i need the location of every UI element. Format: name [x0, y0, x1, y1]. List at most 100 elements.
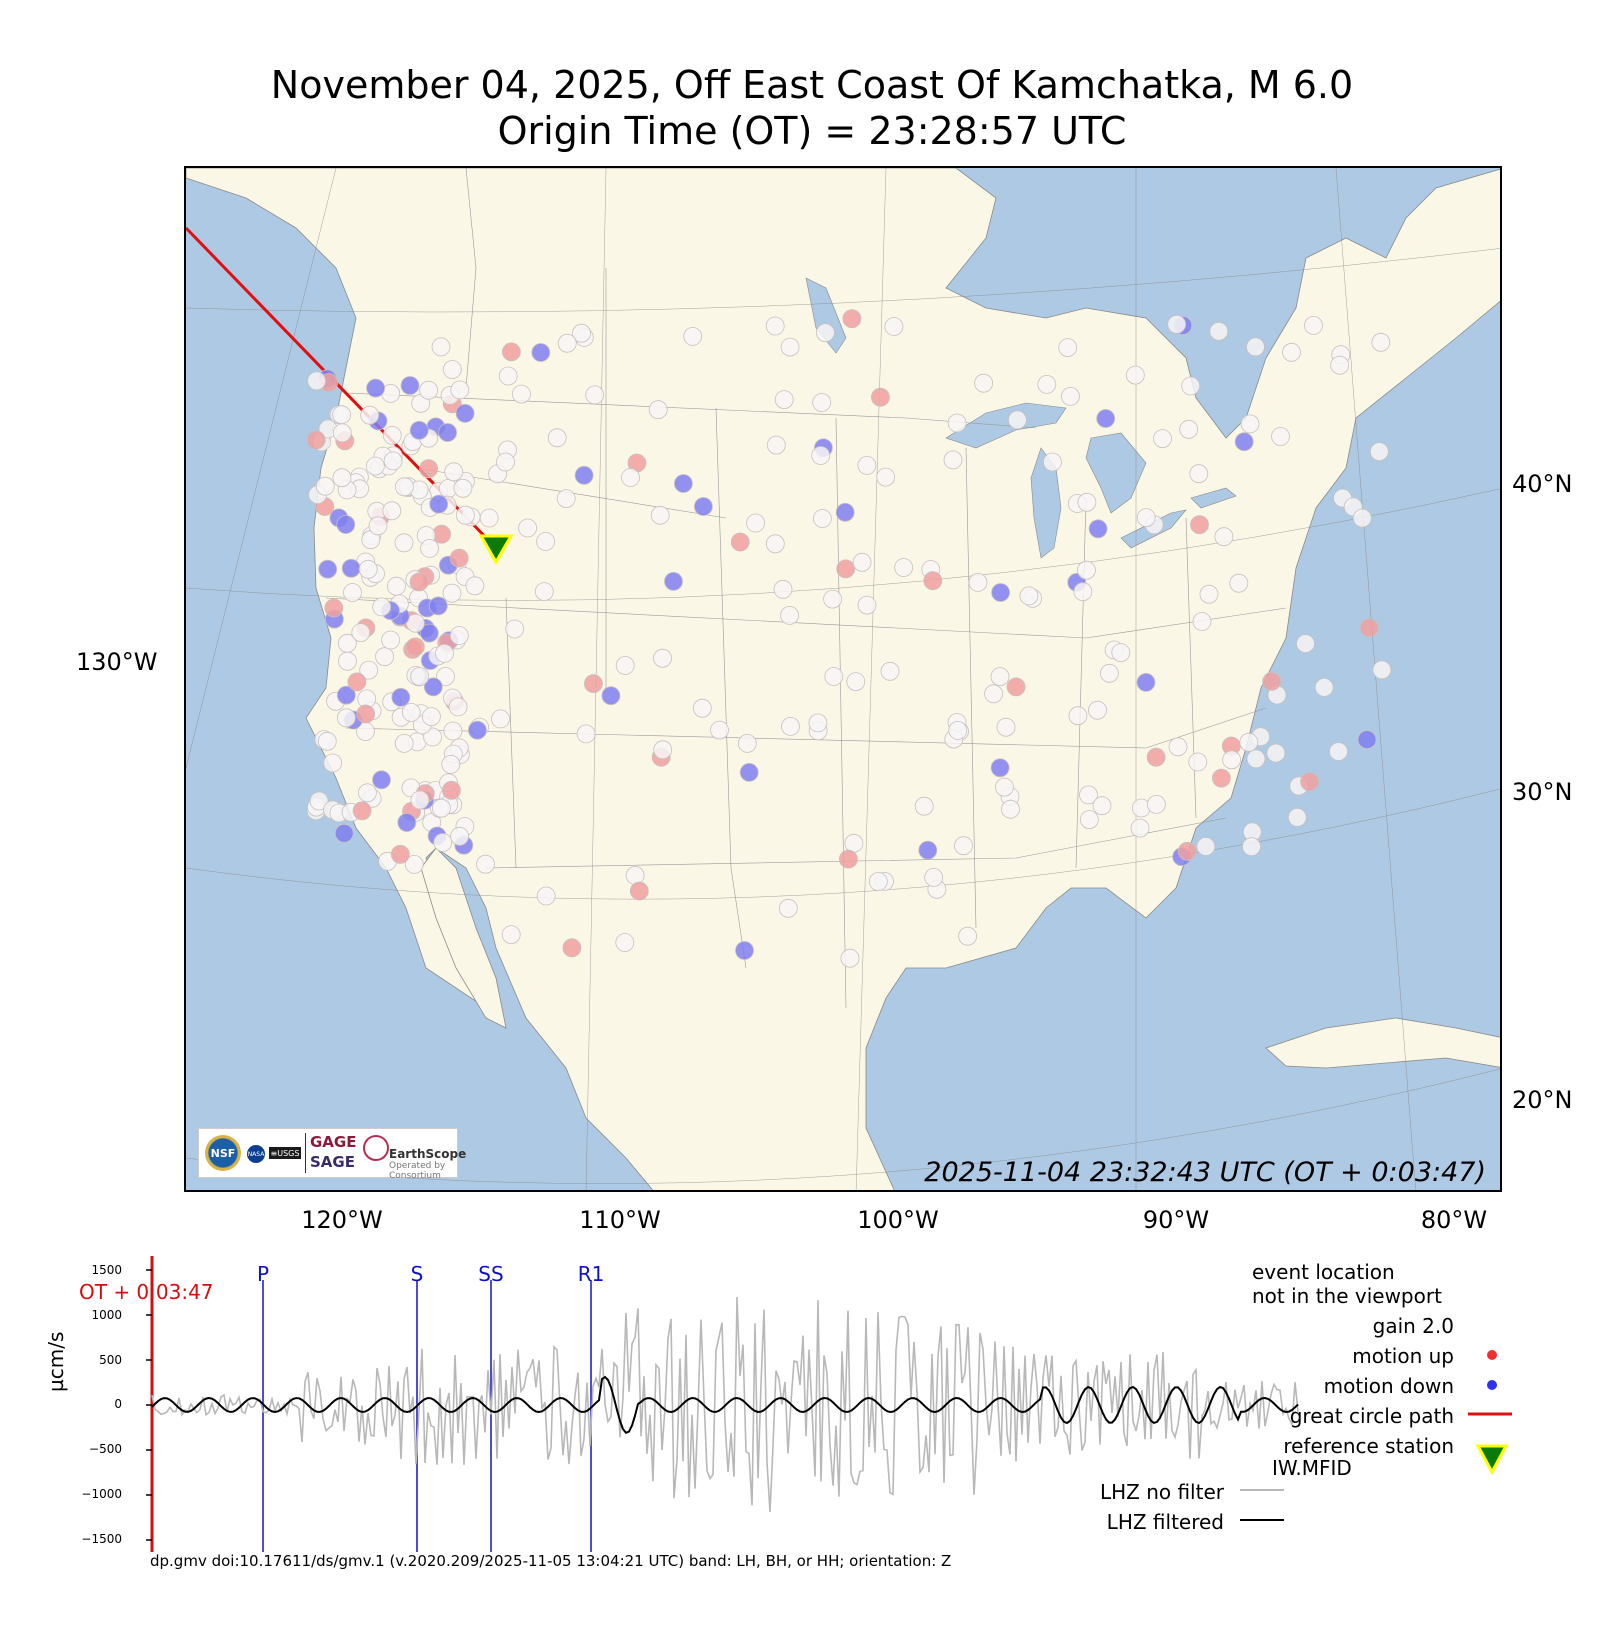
station-marker — [423, 677, 443, 697]
station-marker — [562, 938, 582, 958]
station-marker — [536, 886, 556, 906]
station-marker — [781, 717, 800, 736]
station-marker — [356, 704, 376, 724]
station-marker — [390, 844, 410, 864]
station-marker — [382, 425, 402, 445]
station-marker — [306, 430, 326, 450]
station-marker — [1130, 818, 1150, 838]
station-marker — [441, 755, 461, 774]
station-marker — [449, 548, 469, 568]
station-marker — [1088, 519, 1108, 539]
station-marker — [496, 452, 515, 472]
station-marker — [336, 685, 356, 705]
phase-label-r1: R1 — [577, 1262, 605, 1286]
station-marker — [780, 605, 799, 625]
seismogram-y-label: µcm/s — [44, 1331, 68, 1392]
station-marker — [501, 342, 521, 362]
station-marker — [307, 371, 327, 391]
station-marker — [664, 571, 683, 591]
phase-label-p: P — [256, 1262, 270, 1286]
station-marker — [1282, 342, 1301, 362]
station-marker — [683, 326, 703, 346]
map-title: November 04, 2025, Off East Coast Of Kam… — [270, 63, 1354, 107]
station-marker — [419, 459, 439, 479]
station-marker — [1189, 464, 1209, 484]
station-marker — [450, 826, 470, 846]
station-marker — [372, 770, 391, 790]
station-marker — [648, 400, 668, 420]
station-marker — [1209, 321, 1229, 341]
station-marker — [1199, 584, 1219, 604]
reference-station-legend-marker — [1475, 1444, 1509, 1476]
station-marker — [341, 558, 361, 578]
station-marker — [518, 518, 538, 538]
station-marker — [442, 360, 462, 379]
station-map: NSF NASA ≡USGS GAGE SAGE EarthScope Oper… — [184, 166, 1502, 1192]
station-marker — [1125, 365, 1145, 385]
station-marker — [1079, 785, 1098, 805]
station-marker — [347, 672, 367, 692]
station-marker — [735, 941, 754, 960]
station-marker — [444, 462, 464, 482]
station-marker — [479, 508, 499, 528]
station-marker — [352, 801, 372, 821]
station-marker — [428, 596, 448, 616]
station-marker — [948, 721, 968, 740]
lake-ontario — [1190, 487, 1237, 509]
station-marker — [476, 854, 495, 874]
station-marker — [401, 703, 421, 722]
station-marker — [884, 317, 904, 336]
station-marker — [381, 630, 401, 650]
station-marker — [410, 667, 430, 686]
station-marker — [443, 721, 463, 741]
station-marker — [974, 373, 993, 393]
station-marker — [419, 623, 439, 643]
station-marker — [505, 619, 525, 639]
station-marker — [844, 833, 864, 853]
station-marker — [1001, 799, 1020, 819]
station-marker — [1092, 796, 1112, 816]
station-marker — [1240, 414, 1260, 434]
station-marker — [1068, 706, 1088, 726]
station-marker — [1234, 432, 1254, 452]
station-marker — [968, 572, 988, 592]
station-marker — [857, 595, 877, 615]
station-marker — [1242, 837, 1261, 857]
station-markers — [306, 309, 1392, 968]
station-marker — [1100, 663, 1119, 683]
ytick-1000: 1000 — [91, 1308, 122, 1322]
station-marker — [465, 576, 485, 596]
station-marker — [914, 796, 934, 816]
station-marker — [765, 316, 785, 336]
ytick-neg1000: −1000 — [81, 1487, 122, 1501]
station-marker — [1147, 795, 1166, 814]
station-marker — [924, 868, 944, 887]
station-marker — [531, 343, 551, 362]
station-marker — [730, 532, 750, 552]
station-marker — [766, 435, 786, 455]
station-marker — [1262, 672, 1282, 691]
station-marker — [1246, 337, 1265, 357]
lake-winnipeg — [805, 277, 847, 354]
station-marker — [846, 672, 866, 691]
station-marker — [382, 501, 402, 521]
lon-label-90w: 90°W — [1142, 1206, 1210, 1234]
station-marker — [309, 791, 329, 811]
station-marker — [746, 513, 765, 533]
origin-time-subtitle: Origin Time (OT) = 23:28:57 UTC — [497, 109, 1127, 153]
lon-label-100w: 100°W — [857, 1206, 939, 1234]
station-marker — [1077, 492, 1097, 512]
station-marker — [811, 446, 831, 465]
station-marker — [601, 686, 621, 706]
legend-filtered: LHZ filtered — [1106, 1510, 1224, 1534]
station-marker — [991, 583, 1010, 602]
station-marker — [386, 576, 406, 596]
station-marker — [511, 384, 531, 404]
station-marker — [625, 866, 645, 885]
station-marker — [1329, 742, 1348, 761]
trace-filtered — [151, 1375, 1299, 1435]
station-marker — [1222, 750, 1241, 770]
station-marker — [574, 465, 594, 485]
station-marker — [1136, 673, 1156, 692]
station-marker — [1006, 677, 1026, 697]
